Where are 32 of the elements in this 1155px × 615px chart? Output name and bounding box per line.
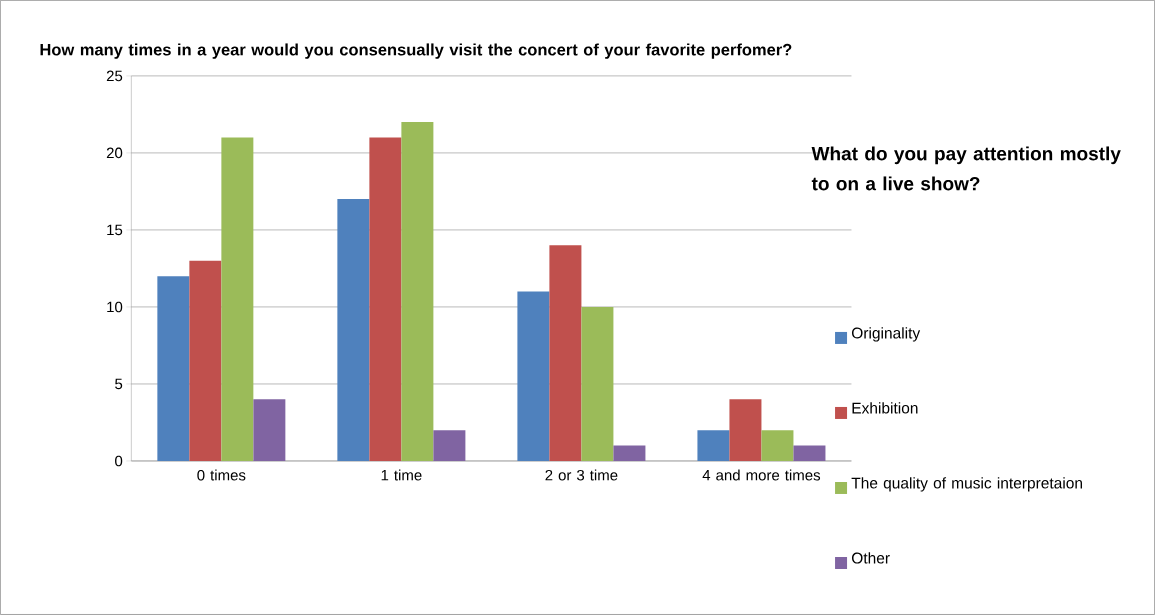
x-tick-label: 4 and more times (702, 469, 821, 481)
bar (581, 306, 614, 462)
x-tick-label: 0 times (197, 469, 246, 481)
y-tick-label: 25 (106, 70, 123, 82)
bar (253, 399, 286, 462)
bar (793, 445, 826, 462)
bar (433, 430, 466, 462)
bar (517, 291, 550, 462)
x-tick-label: 2 or 3 time (545, 469, 618, 481)
bar (157, 276, 190, 462)
chart-title: How many times in a year would you consensually visit the concert of your favorite perfomer? (40, 43, 792, 59)
bar (401, 122, 434, 462)
bar (221, 137, 254, 462)
y-tick-label: 20 (106, 147, 123, 159)
legend-title: What do you pay attention mostly to on a live show? (811, 146, 1121, 191)
bar (369, 137, 402, 462)
y-tick-label: 15 (107, 224, 123, 236)
bar (697, 430, 730, 462)
bar (613, 445, 646, 462)
legend-label: Originality (851, 327, 921, 342)
y-tick-label: 5 (115, 378, 123, 390)
bar (761, 430, 794, 462)
bar (549, 245, 582, 462)
legend-label: Other (851, 552, 890, 564)
bar (189, 260, 222, 462)
y-tick-label: 0 (115, 455, 123, 467)
bar (729, 399, 762, 462)
x-tick-label: 1 time (381, 469, 422, 481)
legend-label: Exhibition (852, 402, 918, 414)
y-tick-label: 10 (107, 301, 123, 313)
bar (337, 199, 370, 462)
legend-label: The quality of music interpretaion (851, 477, 1082, 492)
